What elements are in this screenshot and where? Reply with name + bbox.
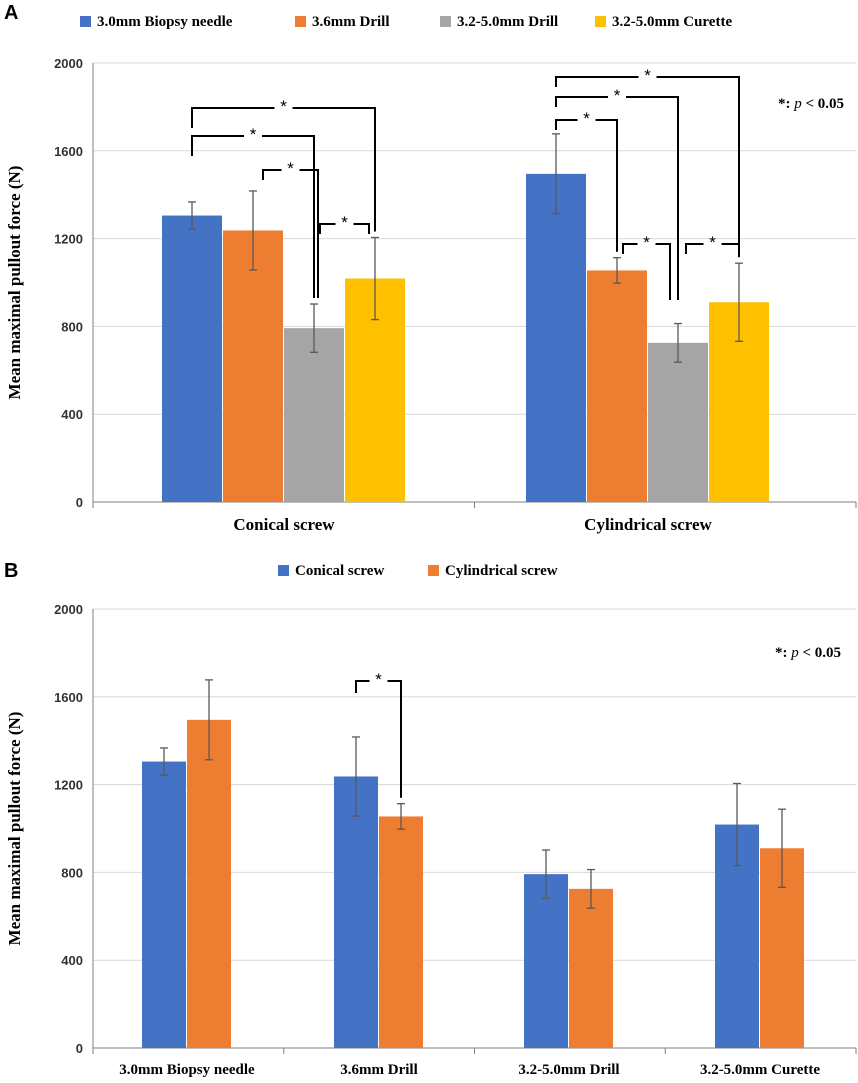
panel-b-significance-gap (369, 678, 388, 684)
panel-a-legend-label: 3.2-5.0mm Curette (612, 14, 732, 30)
panel-a-bar (648, 342, 708, 502)
panel-a-significance-star: * (250, 125, 257, 144)
panel-a-significance-gap (244, 133, 262, 139)
panel-a-ytick-label: 1200 (54, 232, 83, 247)
panel-a-significance-gap (577, 117, 596, 123)
panel-a-significance-note: *: p < 0.05 (778, 96, 844, 112)
panel-b-ytick-label: 1200 (54, 778, 83, 793)
panel-a-significance-gap (335, 221, 354, 227)
note-threshold: < 0.05 (799, 645, 841, 661)
panel-a-y-axis-label: Mean maximal pullout force (N) (5, 166, 24, 400)
panel-b-ytick-label: 2000 (54, 602, 83, 617)
panel-a-significance-star: * (280, 97, 287, 116)
panel-a-significance-star: * (644, 66, 651, 85)
panel-a-legend-swatch (440, 16, 451, 27)
panel-a-significance-star: * (643, 233, 650, 252)
panel-a-legend-swatch (295, 16, 306, 27)
panel-b-category-label: 3.6mm Drill (340, 1062, 417, 1078)
panel-a-legend-label: 3.6mm Drill (312, 14, 389, 30)
panel-b-bar (334, 776, 378, 1048)
panel-a-legend-label: 3.2-5.0mm Drill (457, 14, 558, 30)
note-colon: : (786, 96, 795, 112)
panel-a-significance-star: * (709, 233, 716, 252)
panel-a-ytick-label: 400 (61, 407, 83, 422)
panel-a-significance-gap (637, 241, 656, 247)
panel-a-category-label: Cylindrical screw (584, 515, 712, 534)
panel-b-legend-label: Cylindrical screw (445, 563, 558, 579)
panel-a-significance-gap (608, 94, 626, 100)
panel-b-significance-star: * (375, 670, 382, 689)
note-star: * (775, 645, 783, 661)
panel-b-ytick-label: 1600 (54, 690, 83, 705)
panel-a-significance-star: * (583, 109, 590, 128)
panel-b-bar (142, 761, 186, 1048)
panel-a-legend-swatch (80, 16, 91, 27)
panel-a-significance-star: * (287, 159, 294, 178)
panel-b-significance-note: *: p < 0.05 (775, 645, 841, 661)
panel-a-legend-label: 3.0mm Biopsy needle (97, 14, 233, 30)
panel-a-category-label: Conical screw (233, 515, 335, 534)
panel-b-legend-swatch (278, 565, 289, 576)
panel-a-bar (587, 270, 647, 502)
panel-b-bar (187, 719, 231, 1048)
panel-b-category-label: 3.2-5.0mm Curette (700, 1062, 820, 1078)
panel-b-legend-swatch (428, 565, 439, 576)
panel-b-category-label: 3.0mm Biopsy needle (119, 1062, 255, 1078)
panel-a-significance-gap (274, 105, 293, 111)
note-colon: : (783, 645, 792, 661)
panel-a-legend-swatch (595, 16, 606, 27)
panel-b-ytick-label: 800 (61, 865, 83, 880)
note-p: p (790, 645, 799, 661)
panel-a-ytick-label: 1600 (54, 144, 83, 159)
panel-label-b: B (4, 560, 19, 582)
panel-a-ytick-label: 0 (76, 495, 83, 510)
panel-a-bar (526, 173, 586, 502)
panel-b-legend-label: Conical screw (295, 563, 384, 579)
panel-a-bar (223, 230, 283, 502)
note-star: * (778, 96, 786, 112)
panel-a-significance-gap (281, 167, 300, 173)
panel-a-significance-star: * (614, 86, 621, 105)
panel-b-bar (379, 816, 423, 1048)
panel-a-bar (162, 215, 222, 503)
panel-b-ytick-label: 0 (76, 1041, 83, 1056)
panel-label-a: A (4, 2, 19, 24)
panel-a-significance-gap (703, 241, 722, 247)
panel-b-ytick-label: 400 (61, 953, 83, 968)
panel-b-bar (569, 888, 613, 1048)
panel-a-ytick-label: 800 (61, 319, 83, 334)
panel-b-y-axis-label: Mean maximal pullout force (N) (5, 712, 24, 946)
panel-b-bar (524, 874, 568, 1048)
panel-a-significance-gap (638, 74, 657, 80)
panel-a-significance-star: * (341, 213, 348, 232)
note-threshold: < 0.05 (802, 96, 844, 112)
panel-a-ytick-label: 2000 (54, 56, 83, 71)
panel-a-bar (284, 328, 344, 502)
note-p: p (793, 96, 802, 112)
panel-b-category-label: 3.2-5.0mm Drill (518, 1062, 619, 1078)
